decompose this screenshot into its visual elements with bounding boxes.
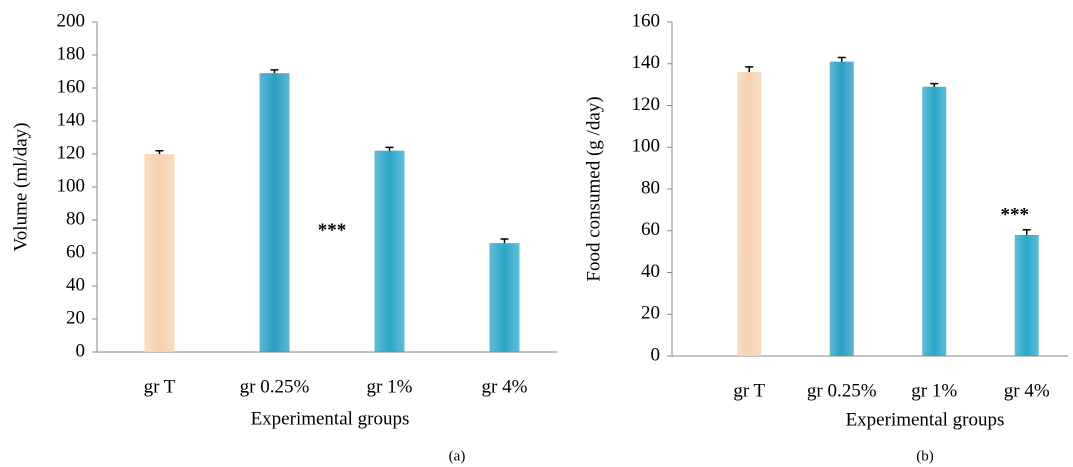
error-bar <box>1022 228 1031 235</box>
x-tick-label: gr 1% <box>911 380 957 401</box>
error-bar <box>155 149 164 154</box>
annotation: *** <box>318 220 347 241</box>
bar <box>259 73 290 353</box>
y-tick-label: 160 <box>57 76 86 97</box>
x-tick-label: gr 0.25% <box>240 376 310 397</box>
bar <box>374 150 405 352</box>
caption: (b) <box>916 448 934 464</box>
x-axis-title: Experimental groups <box>846 409 1005 430</box>
caption: (a) <box>449 448 466 464</box>
x-axis-title: Experimental groups <box>251 408 410 429</box>
y-tick-label: 0 <box>76 340 86 361</box>
x-tick-label: gr T <box>144 376 176 397</box>
x-tick-label: gr 4% <box>1004 380 1050 401</box>
x-tick-label: gr T <box>733 380 765 401</box>
y-tick-label: 20 <box>66 307 85 328</box>
y-tick-label: 60 <box>641 219 660 240</box>
error-bar <box>837 56 846 62</box>
bar <box>144 154 175 352</box>
bar <box>489 243 520 352</box>
error-bar <box>500 238 509 244</box>
x-tick-label: gr 4% <box>482 376 528 397</box>
bar <box>829 61 854 356</box>
y-tick-label: 40 <box>66 274 85 295</box>
bar <box>1014 234 1039 356</box>
error-bar <box>930 82 939 87</box>
error-bar <box>745 66 754 73</box>
annotation: *** <box>1000 204 1029 225</box>
y-tick-label: 140 <box>632 52 661 73</box>
y-tick-label: 120 <box>57 142 86 163</box>
y-tick-label: 80 <box>66 208 85 229</box>
y-tick-label: 120 <box>632 94 661 115</box>
error-bar <box>385 146 394 151</box>
y-tick-label: 20 <box>641 303 660 324</box>
y-tick-label: 0 <box>651 344 661 365</box>
bar <box>737 72 762 356</box>
y-axis-title: Food consumed (g /day) <box>583 96 604 281</box>
y-tick-label: 160 <box>632 10 661 31</box>
y-tick-label: 140 <box>57 109 86 130</box>
y-axis-title: Volume (ml/day) <box>10 123 31 252</box>
bar <box>922 86 947 357</box>
y-tick-label: 40 <box>641 261 660 282</box>
x-tick-label: gr 1% <box>367 376 413 397</box>
y-tick-label: 180 <box>57 43 86 64</box>
y-tick-label: 100 <box>632 136 661 157</box>
y-tick-label: 60 <box>66 241 85 262</box>
y-tick-label: 200 <box>57 10 86 31</box>
y-tick-label: 100 <box>57 175 86 196</box>
y-tick-label: 80 <box>641 177 660 198</box>
error-bar <box>270 69 279 74</box>
x-tick-label: gr 0.25% <box>807 380 877 401</box>
